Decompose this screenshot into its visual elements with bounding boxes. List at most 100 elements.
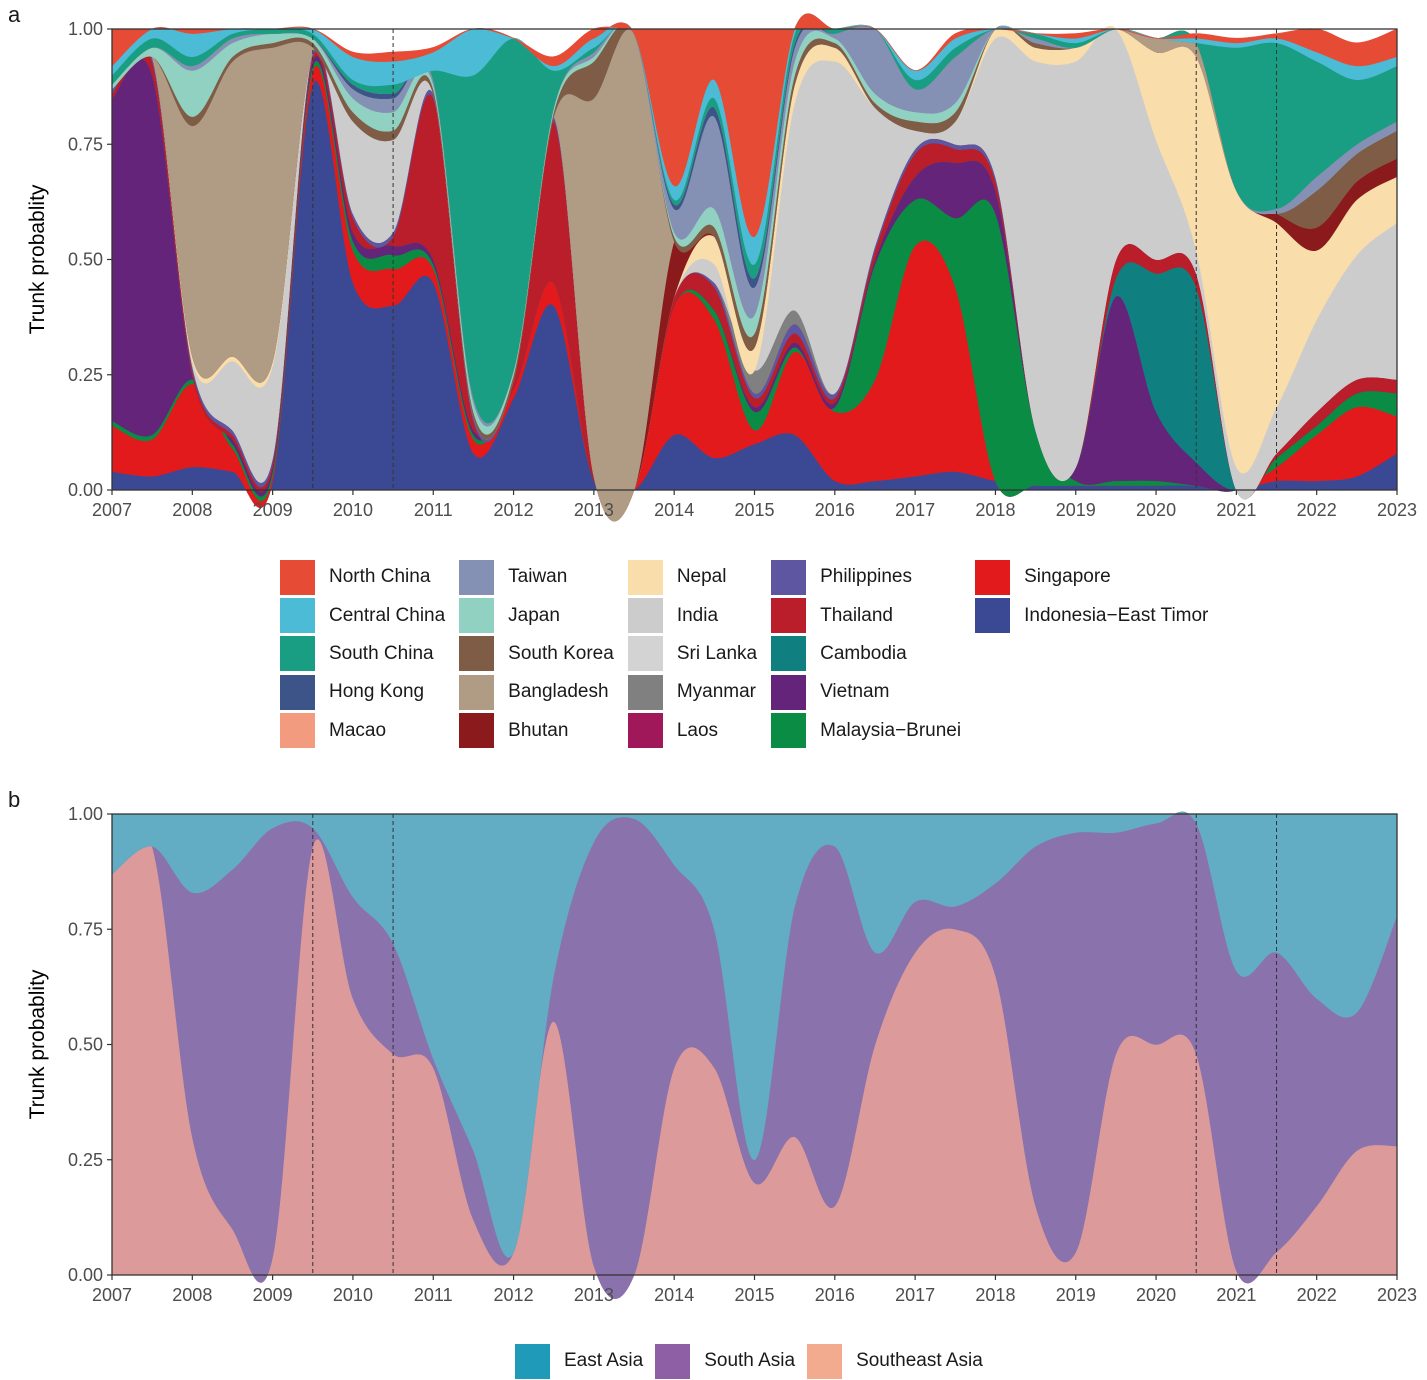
legend-swatch bbox=[459, 674, 495, 710]
legend-item: Nepal bbox=[627, 558, 757, 596]
x-tick-label: 2015 bbox=[734, 1285, 774, 1305]
y-tick-label: 0.25 bbox=[68, 1150, 103, 1170]
y-tick-label: 0.00 bbox=[68, 480, 103, 500]
legend-swatch bbox=[280, 559, 315, 595]
legend-swatch bbox=[627, 636, 663, 672]
x-tick-label: 2018 bbox=[975, 1285, 1015, 1305]
x-tick-label: 2016 bbox=[815, 500, 855, 520]
y-tick-label: 0.75 bbox=[68, 134, 103, 154]
x-tick-label: 2008 bbox=[172, 1285, 212, 1305]
y-tick-label: 0.50 bbox=[68, 250, 103, 270]
x-tick-label: 2010 bbox=[333, 1285, 373, 1305]
x-tick-label: 2021 bbox=[1216, 500, 1256, 520]
legend-swatch bbox=[771, 713, 807, 749]
x-tick-label: 2012 bbox=[494, 500, 534, 520]
legend-item: Myanmar bbox=[627, 673, 757, 711]
x-tick-label: 2008 bbox=[172, 500, 212, 520]
legend-item: Japan bbox=[459, 596, 614, 634]
y-axis-label: Trunk probablity bbox=[26, 184, 49, 334]
x-tick-label: 2015 bbox=[734, 500, 774, 520]
legend-label: Bangladesh bbox=[508, 681, 609, 703]
x-tick-label: 2020 bbox=[1136, 1285, 1176, 1305]
legend-label: India bbox=[676, 604, 719, 626]
legend-label: Singapore bbox=[1024, 566, 1111, 588]
legend-swatch bbox=[771, 674, 807, 710]
legend-swatch bbox=[627, 674, 663, 710]
legend-swatch bbox=[655, 1343, 691, 1379]
x-tick-label: 2022 bbox=[1297, 1285, 1337, 1305]
area-series-north-china bbox=[111, 13, 1398, 237]
legend-swatch bbox=[280, 598, 315, 634]
legend-swatch bbox=[459, 559, 495, 595]
x-tick-label: 2009 bbox=[253, 1285, 293, 1305]
x-tick-label: 2007 bbox=[92, 1285, 132, 1305]
x-tick-label: 2013 bbox=[574, 500, 614, 520]
legend-item: South Korea bbox=[459, 635, 614, 673]
x-tick-label: 2022 bbox=[1297, 500, 1337, 520]
legend-swatch bbox=[280, 713, 315, 749]
x-tick-label: 2007 bbox=[92, 500, 132, 520]
panel-b-tag: b bbox=[8, 787, 21, 812]
legend-item: North China bbox=[280, 558, 445, 596]
legend-label: Japan bbox=[508, 604, 560, 626]
legend-swatch bbox=[975, 559, 1011, 595]
legend-item: Central China bbox=[280, 596, 445, 634]
legend-swatch bbox=[459, 636, 495, 672]
x-tick-label: 2014 bbox=[654, 1285, 694, 1305]
legend-item: Southeast Asia bbox=[807, 1342, 983, 1380]
legend-item: Singapore bbox=[975, 558, 1208, 596]
legend-item: Hong Kong bbox=[280, 673, 445, 711]
legend-label: Malaysia−Brunei bbox=[820, 719, 962, 741]
y-tick-label: 0.75 bbox=[68, 919, 103, 939]
y-axis-label: Trunk probablity bbox=[26, 969, 49, 1119]
legend-item: Bangladesh bbox=[459, 673, 614, 711]
x-tick-label: 2011 bbox=[414, 500, 453, 520]
legend-swatch bbox=[627, 598, 663, 634]
legend-label: Nepal bbox=[676, 566, 727, 588]
legend-swatch bbox=[771, 636, 807, 672]
y-tick-label: 1.00 bbox=[68, 19, 103, 39]
legend-item: East Asia bbox=[515, 1342, 643, 1380]
legend-item: Indonesia−East Timor bbox=[975, 596, 1208, 634]
x-tick-label: 2016 bbox=[815, 1285, 855, 1305]
legend-a: North China Central China South China Hong … bbox=[280, 558, 1208, 750]
legend-item: Taiwan bbox=[459, 558, 614, 596]
legend-label: Bhutan bbox=[508, 719, 569, 741]
legend-label: East Asia bbox=[564, 1350, 644, 1372]
x-tick-label: 2023 bbox=[1377, 500, 1417, 520]
x-tick-label: 2020 bbox=[1136, 500, 1176, 520]
legend-label: South Asia bbox=[704, 1350, 796, 1372]
x-tick-label: 2009 bbox=[253, 500, 293, 520]
y-tick-label: 0.50 bbox=[68, 1035, 103, 1055]
x-tick-label: 2017 bbox=[895, 500, 935, 520]
y-tick-label: 0.00 bbox=[68, 1265, 103, 1285]
legend-label: Southeast Asia bbox=[856, 1350, 983, 1372]
legend-label: North China bbox=[329, 566, 431, 588]
legend-label: Cambodia bbox=[820, 642, 907, 664]
legend-label: Central China bbox=[329, 604, 446, 626]
legend-item: Macao bbox=[280, 712, 445, 750]
legend-label: Thailand bbox=[820, 604, 893, 626]
legend-item: Thailand bbox=[771, 596, 961, 634]
legend-label: Indonesia−East Timor bbox=[1024, 604, 1209, 626]
panel-a-tag: a bbox=[8, 2, 21, 27]
legend-item: India bbox=[627, 596, 757, 634]
legend-swatch bbox=[975, 598, 1011, 634]
legend-b: East Asia South Asia Southeast Asia bbox=[515, 1342, 995, 1380]
legend-swatch bbox=[280, 636, 315, 672]
legend-label: Laos bbox=[676, 719, 719, 741]
legend-swatch bbox=[627, 713, 663, 749]
x-tick-label: 2010 bbox=[333, 500, 373, 520]
x-tick-label: 2011 bbox=[414, 1285, 453, 1305]
x-tick-label: 2013 bbox=[574, 1285, 614, 1305]
legend-label: Sri Lanka bbox=[676, 642, 758, 664]
chart-a: 0.00 0.25 0.50 0.75 1.00 2007 2008 2009 2010 2011… bbox=[26, 13, 1417, 522]
y-tick-label: 0.25 bbox=[68, 365, 103, 385]
legend-item: Sri Lanka bbox=[627, 635, 758, 673]
x-tick-label: 2017 bbox=[895, 1285, 935, 1305]
legend-label: South Korea bbox=[508, 642, 614, 664]
x-tick-label: 2021 bbox=[1216, 1285, 1256, 1305]
legend-label: Macao bbox=[329, 719, 387, 741]
legend-swatch bbox=[515, 1343, 550, 1379]
x-tick-label: 2014 bbox=[654, 500, 694, 520]
